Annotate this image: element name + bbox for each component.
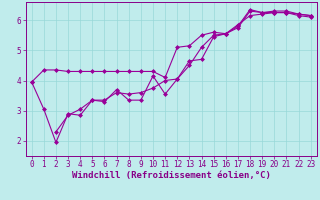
X-axis label: Windchill (Refroidissement éolien,°C): Windchill (Refroidissement éolien,°C): [72, 171, 271, 180]
